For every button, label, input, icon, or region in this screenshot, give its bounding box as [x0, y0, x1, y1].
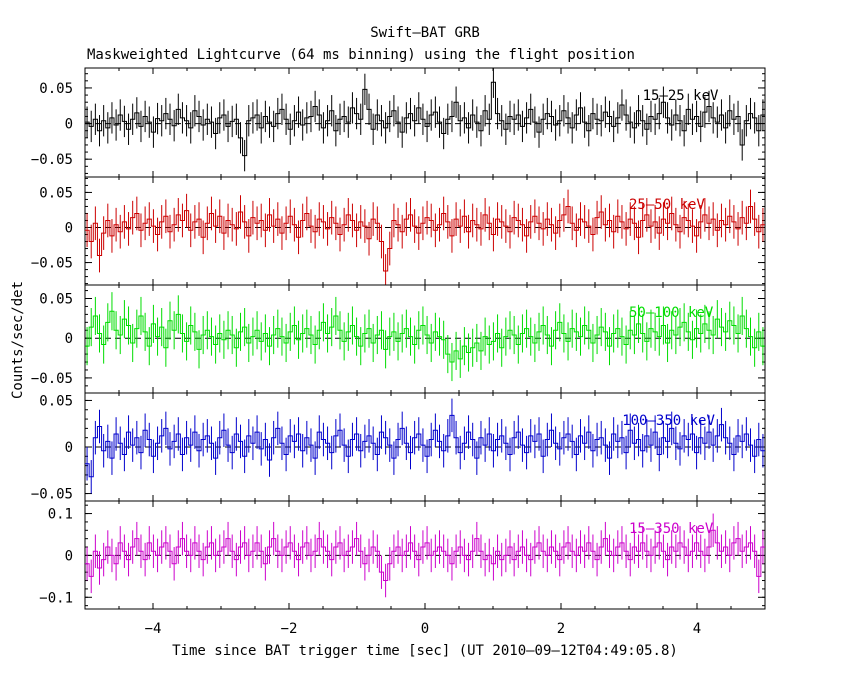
x-tick-label: 0 — [421, 621, 429, 637]
y-tick-label: −0.1 — [39, 590, 73, 606]
y-tick-label: 0 — [65, 220, 73, 236]
panel-0: −0.05 0 0.05 15–25 keV — [31, 67, 766, 178]
y-tick-label: −0.05 — [31, 256, 73, 272]
y-tick-label: 0 — [65, 440, 73, 456]
x-tick-label: 4 — [693, 621, 701, 637]
band-label: 15–25 keV — [643, 88, 719, 104]
band-label: 100–350 keV — [622, 413, 715, 429]
y-tick-label: 0 — [65, 331, 73, 347]
band-label: 50–100 keV — [629, 305, 714, 321]
chart-subtitle: Maskweighted Lightcurve (64 ms binning) … — [87, 47, 635, 63]
band-label: 15–350 keV — [629, 521, 714, 537]
panel-4: −0.1 0 0.1 15–350 keV — [39, 500, 766, 610]
y-tick-label: −0.05 — [31, 371, 73, 387]
y-tick-label: 0 — [65, 117, 73, 133]
x-tick-label: −2 — [281, 621, 298, 637]
x-axis-label: Time since BAT trigger time [sec] (UT 20… — [172, 643, 678, 659]
x-tick-label: −4 — [145, 621, 162, 637]
y-axis-label: Counts/sec/det — [10, 281, 26, 399]
panel-1: −0.05 0 0.05 25–50 keV — [31, 176, 766, 286]
panel-3: −0.05 0 0.05 100–350 keV — [31, 392, 766, 503]
y-tick-label: −0.05 — [31, 487, 73, 503]
band-label: 25–50 keV — [629, 197, 705, 213]
y-tick-label: 0.05 — [39, 393, 73, 409]
x-tick-label: 2 — [557, 621, 565, 637]
y-tick-label: 0 — [65, 548, 73, 564]
y-tick-label: 0.05 — [39, 81, 73, 97]
y-tick-label: 0.1 — [48, 507, 73, 523]
y-tick-label: 0.05 — [39, 292, 73, 308]
y-tick-label: −0.05 — [31, 152, 73, 168]
y-tick-label: 0.05 — [39, 185, 73, 201]
panel-2: −0.05 0 0.05 50–100 keV — [31, 284, 766, 394]
chart-title: Swift–BAT GRB — [370, 25, 480, 41]
